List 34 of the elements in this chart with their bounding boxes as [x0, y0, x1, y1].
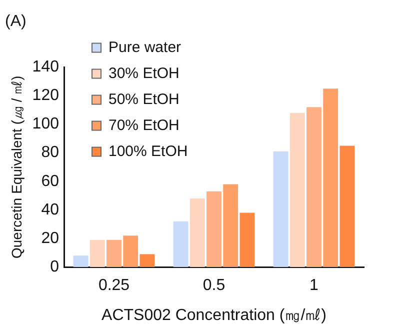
y-tick-label: 140: [32, 58, 60, 76]
y-tick-label: 40: [41, 201, 60, 218]
legend-label: Pure water: [108, 38, 182, 56]
y-tick-label: 120: [32, 87, 60, 104]
chart-title: (A): [5, 13, 26, 30]
legend-label: 50% EtOH: [108, 90, 180, 108]
y-tick-label: 20: [41, 230, 60, 247]
bar: [73, 256, 88, 267]
bar: [123, 236, 138, 267]
y-tick-label: 100: [32, 116, 60, 133]
y-axis-title: Quercetin Equivalent (㎍ / ㎖): [8, 76, 24, 259]
y-tick-label: 60: [41, 172, 60, 190]
bar: [90, 240, 105, 267]
bar: [323, 88, 338, 267]
y-tick-label: 80: [41, 144, 60, 162]
x-tick-label: 0.25: [98, 277, 130, 294]
legend-label: 100% EtOH: [108, 142, 188, 160]
bar: [290, 112, 305, 267]
bar: [273, 151, 288, 267]
y-tick-label: 0: [50, 258, 60, 276]
x-tick-label: 1: [310, 277, 319, 294]
bar: [223, 184, 238, 267]
bar: [340, 146, 355, 267]
bar: [206, 191, 222, 267]
legend-label: 70% EtOH: [108, 116, 180, 134]
bar: [240, 212, 255, 267]
bar: [140, 254, 155, 267]
legend-label: 30% EtOH: [108, 64, 180, 82]
bar: [190, 198, 205, 267]
x-axis-title: ACTS002 Concentration (㎎/㎖): [102, 306, 326, 324]
x-tick-label: 0.5: [202, 277, 226, 294]
bar: [106, 240, 122, 267]
bar: [306, 107, 322, 267]
bar: [173, 221, 188, 267]
